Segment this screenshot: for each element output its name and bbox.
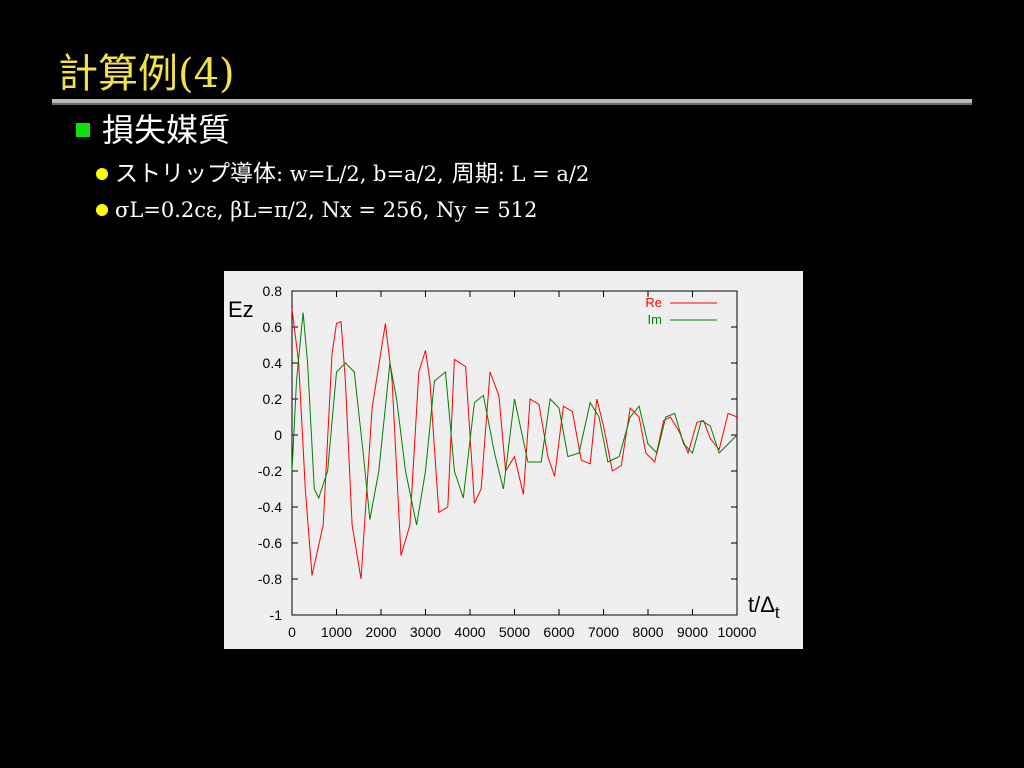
x-tick-label: 10000 (718, 624, 757, 640)
bullet-strip-conductor: ストリップ導体 : w=L/2, b=a/2, 周期 : L = a/2 (96, 160, 589, 188)
y-tick-label: -0.4 (258, 499, 282, 515)
bullet-period-label: 周期 (451, 161, 498, 187)
x-tick-label: 0 (288, 624, 296, 640)
y-tick-label: 0.4 (263, 355, 283, 371)
ez-time-chart: 0.8 0.6 0.4 0.2 0 -0.2 -0.4 -0.6 -0.8 -1 0 1000 2000… (228, 283, 780, 640)
y-tick-label: 0.8 (263, 283, 283, 299)
y-tick-label: -0.6 (258, 535, 282, 551)
legend-label-im: Im (648, 312, 662, 327)
bullet-params: : w=L/2, b=a/2, (276, 162, 444, 186)
bullet-loss-text: σL=0.2cε, βL=π/2, Nx = 256, Ny = 512 (115, 198, 538, 222)
x-axis-label: t/Δt (748, 592, 780, 622)
yellow-dot-bullet-icon (96, 168, 108, 180)
y-tick-label: -0.2 (258, 463, 282, 479)
x-tick-label: 8000 (632, 624, 663, 640)
y-tick-label: 0.2 (263, 391, 283, 407)
bullet-loss-params: σL=0.2cε, βL=π/2, Nx = 256, Ny = 512 (96, 196, 537, 224)
series-line-im (291, 312, 738, 526)
yellow-dot-bullet-icon (96, 204, 108, 216)
slide-title: 計算例(4) (58, 51, 235, 97)
heading-text: 損失媒質 (102, 111, 231, 149)
y-tick-label: 0 (274, 427, 282, 443)
x-tick-label: 3000 (410, 624, 441, 640)
x-tick-label: 2000 (365, 624, 396, 640)
bullet-period-value: : L = a/2 (497, 162, 590, 186)
y-tick-label: 0.6 (263, 319, 283, 335)
title-divider-shadow (52, 103, 972, 105)
y-tick-label: -0.8 (258, 571, 282, 587)
x-tick-label: 1000 (321, 624, 352, 640)
x-tick-label: 7000 (588, 624, 619, 640)
legend-label-re: Re (645, 295, 662, 310)
x-tick-label: 5000 (499, 624, 530, 640)
x-tick-label: 6000 (543, 624, 574, 640)
series-line-re (291, 308, 738, 580)
green-square-bullet-icon (76, 123, 90, 137)
heading-bullet: 損失媒質 (76, 110, 230, 150)
y-axis-label: Ez (228, 297, 254, 322)
x-tick-label: 9000 (677, 624, 708, 640)
x-tick-label: 4000 (454, 624, 485, 640)
bullet-jp-label: ストリップ導体 (115, 161, 276, 187)
title-divider (52, 99, 972, 103)
y-tick-label: -1 (270, 607, 283, 623)
chart-panel: 0.8 0.6 0.4 0.2 0 -0.2 -0.4 -0.6 -0.8 -1 0 1000 2000… (224, 271, 803, 649)
